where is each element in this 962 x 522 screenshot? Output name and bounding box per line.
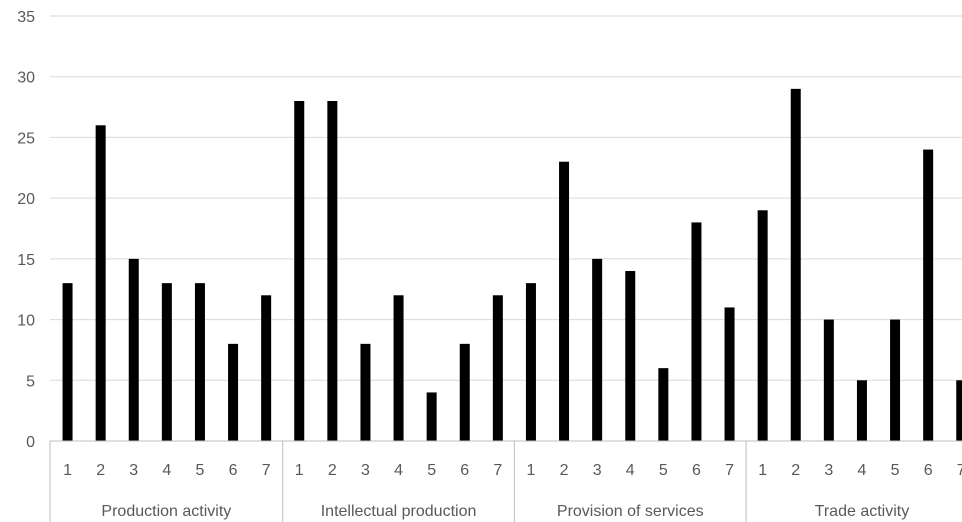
x-category-label: 3 (129, 462, 138, 479)
bar (923, 149, 934, 442)
x-category-label: 1 (758, 462, 767, 479)
y-tick-label: 20 (17, 191, 35, 208)
x-category-label: 1 (63, 462, 72, 479)
x-category-label: 7 (725, 462, 734, 479)
x-category-label: 2 (791, 462, 800, 479)
bar (691, 222, 702, 441)
x-group-label: Trade activity (815, 503, 910, 520)
bar (625, 271, 636, 441)
x-group-label: Production activity (101, 503, 231, 520)
x-category-label: 1 (295, 462, 304, 479)
x-category-label: 1 (526, 462, 535, 479)
x-category-label: 5 (659, 462, 668, 479)
bar (559, 161, 570, 441)
x-category-label: 6 (229, 462, 238, 479)
x-category-label: 7 (262, 462, 271, 479)
bar (62, 283, 73, 441)
bar (757, 210, 768, 441)
x-category-label: 7 (493, 462, 502, 479)
bars (62, 88, 962, 442)
x-category-label: 3 (593, 462, 602, 479)
x-category-label: 3 (361, 462, 370, 479)
x-category-label: 5 (427, 462, 436, 479)
x-category-label: 4 (857, 462, 866, 479)
x-category-label: 4 (626, 462, 635, 479)
bar (161, 283, 172, 441)
x-category-label: 7 (957, 462, 962, 479)
y-tick-label: 15 (17, 252, 35, 269)
bar (360, 343, 371, 441)
bar (956, 380, 962, 441)
y-tick-label: 0 (26, 434, 35, 451)
x-category-label: 5 (891, 462, 900, 479)
y-tick-label: 35 (17, 9, 35, 26)
x-category-label: 6 (460, 462, 469, 479)
bar (890, 319, 901, 441)
bar (525, 283, 536, 441)
bar (228, 343, 239, 441)
y-tick-label: 5 (26, 373, 35, 390)
y-tick-label: 30 (17, 70, 35, 87)
bar (327, 101, 338, 441)
bar (592, 258, 603, 441)
bar (128, 258, 139, 441)
x-category-label: 2 (560, 462, 569, 479)
x-group-label: Provision of services (557, 503, 704, 520)
x-category-label: 6 (692, 462, 701, 479)
x-group-label: Intellectual production (321, 503, 477, 520)
x-category-label: 2 (96, 462, 105, 479)
bar (194, 283, 205, 441)
bar (790, 88, 801, 441)
bar (294, 101, 305, 441)
x-category-label: 2 (328, 462, 337, 479)
x-category-label: 3 (824, 462, 833, 479)
bar (95, 125, 106, 442)
x-category-label: 4 (162, 462, 171, 479)
x-category-label: 6 (924, 462, 933, 479)
y-tick-label: 10 (17, 313, 35, 330)
bar (658, 368, 669, 441)
bar (724, 307, 735, 441)
x-category-label: 5 (195, 462, 204, 479)
x-category-label: 4 (394, 462, 403, 479)
bar (492, 295, 503, 441)
y-axis-tick-labels: 0 5 10 15 20 25 30 35 (17, 9, 35, 451)
bar (426, 392, 437, 441)
bar (459, 343, 470, 441)
bar (393, 295, 404, 441)
bar (823, 319, 834, 441)
bar (856, 380, 867, 441)
bar (261, 295, 272, 441)
x-axis: 1 2 3 4 5 6 7 1 2 3 4 5 6 7 1 2 3 4 5 6 7 1 2 3 4 5 6 7 Production a… (49, 440, 962, 522)
y-tick-label: 25 (17, 130, 35, 147)
